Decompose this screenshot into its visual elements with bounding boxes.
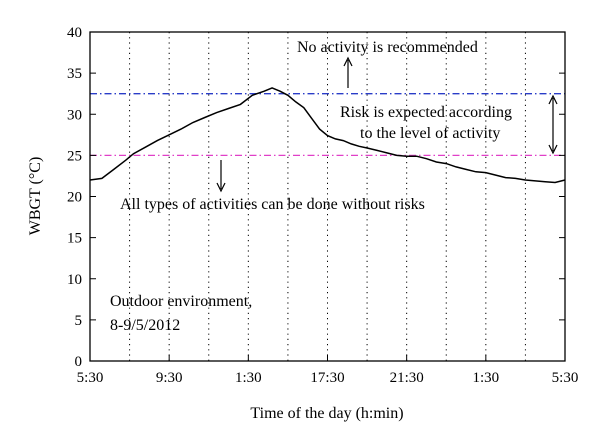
reference-lines [90, 93, 565, 157]
annotation-no-activity: No activity is recommended [297, 39, 478, 56]
x-tick-label: 5:30 [77, 370, 104, 386]
arrow-up-icon [343, 56, 353, 88]
y-tick-label: 0 [75, 354, 83, 370]
y-tick-label: 25 [67, 148, 82, 164]
y-tick-label: 15 [67, 231, 82, 247]
y-tick-label: 35 [67, 66, 82, 82]
x-tick-label: 21:30 [390, 370, 424, 386]
x-axis-title: Time of the day (h:min) [250, 405, 403, 422]
annotation-risk-line1: Risk is expected according [340, 104, 512, 121]
x-tick-label: 1:30 [235, 370, 262, 386]
y-tick-label: 20 [67, 190, 82, 206]
annotation-outdoor-line2: 8-9/5/2012 [110, 317, 180, 334]
wbgt-series-line [89, 87, 566, 184]
annotation-all-types: All types of activities can be done with… [120, 196, 425, 213]
x-axis-ticks: 5:30 9:30 1:30 17:30 21:30 1:30 5:30 [77, 355, 579, 386]
double-arrow-icon [548, 94, 558, 155]
y-tick-label: 5 [75, 313, 83, 329]
x-tick-label: 17:30 [310, 370, 344, 386]
annotation-risk-line2: to the level of activity [360, 125, 500, 142]
y-tick-label: 30 [67, 107, 82, 123]
y-axis-ticks: 0 5 10 15 20 25 30 35 40 [67, 25, 565, 370]
y-tick-label: 10 [67, 272, 82, 288]
arrow-down-icon [216, 160, 226, 193]
x-tick-label: 5:30 [552, 370, 579, 386]
y-axis-title: WBGT (°C) [27, 157, 44, 236]
y-tick-label: 40 [67, 25, 82, 41]
x-tick-label: 1:30 [472, 370, 499, 386]
annotation-outdoor-line1: Outdoor environment, [110, 293, 252, 310]
x-tick-label: 9:30 [156, 370, 183, 386]
